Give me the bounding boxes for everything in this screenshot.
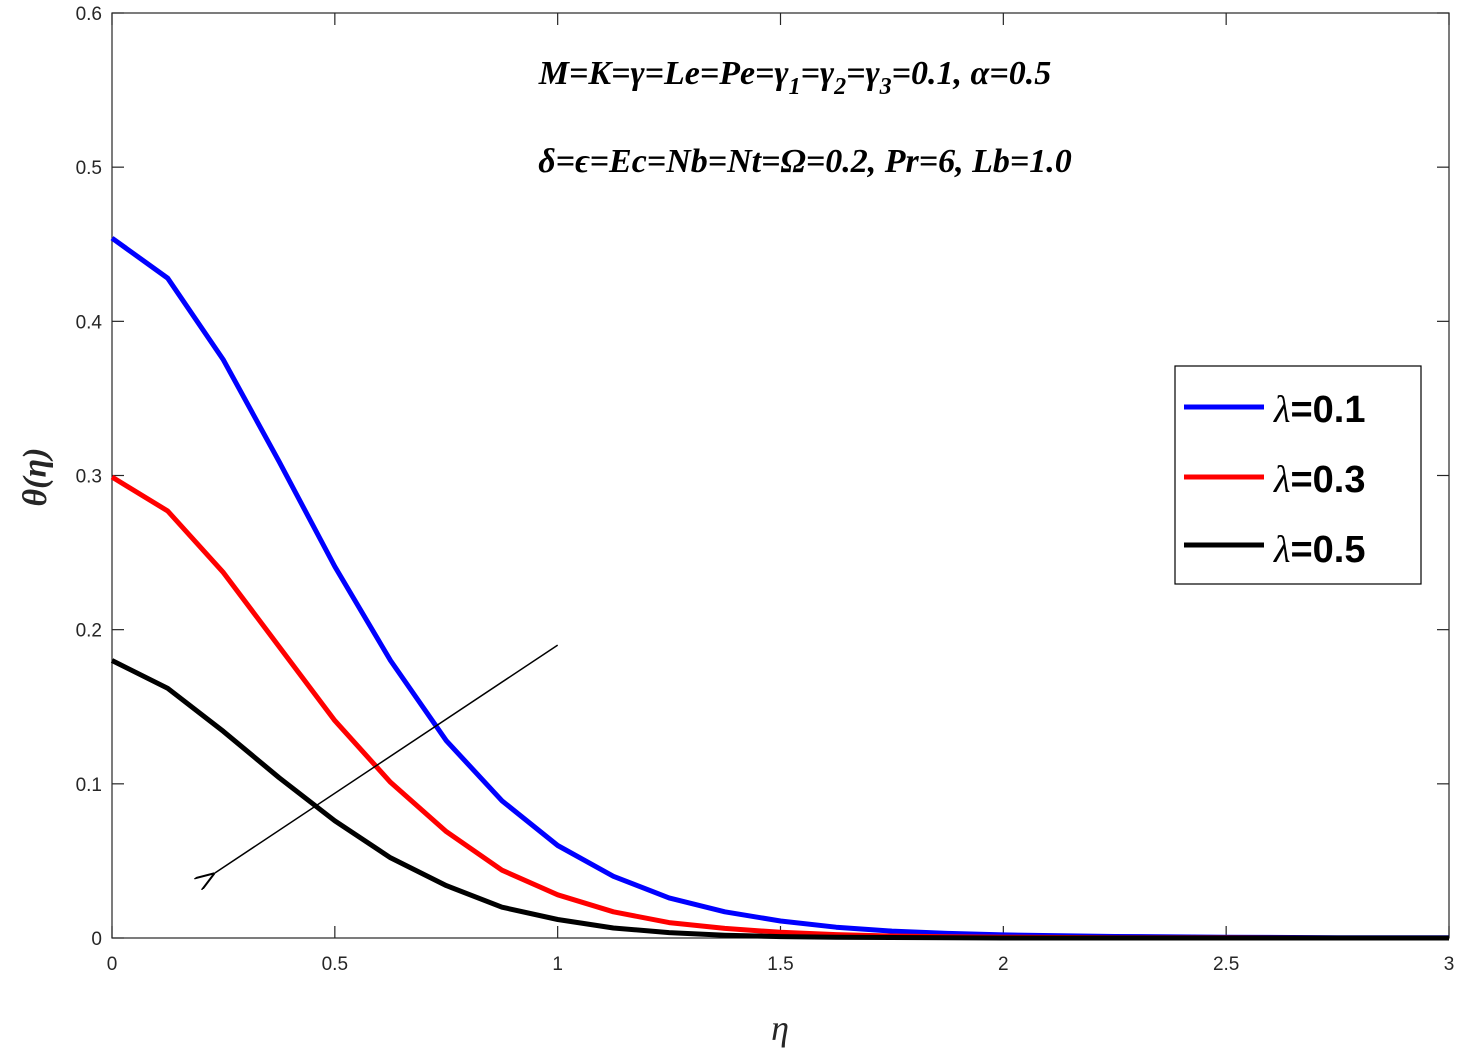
- trend-arrow: [215, 644, 559, 873]
- x-tick-label: 0: [107, 954, 118, 975]
- x-tick-label: 1: [552, 954, 563, 975]
- y-tick-label: 0.3: [76, 467, 102, 488]
- y-tick-label: 0.4: [76, 312, 103, 333]
- x-axis-label: η: [771, 1008, 789, 1048]
- x-tick-label: 0.5: [322, 954, 348, 975]
- legend: λ=0.1 λ=0.3 λ=0.5: [1174, 365, 1422, 585]
- y-tick-label: 0.1: [76, 775, 102, 796]
- series-line-2: [110, 658, 1449, 941]
- x-tick-label: 1.5: [767, 954, 793, 975]
- x-tick-label: 3: [1444, 954, 1455, 975]
- legend-label-1: λ=0.3: [1273, 459, 1366, 501]
- y-tick-labels: 0 0.1 0.2 0.3 0.4 0.5 0.6: [76, 4, 103, 950]
- x-tick-label: 2.5: [1213, 954, 1239, 975]
- y-tick-label: 0: [91, 929, 102, 950]
- y-tick-label: 0.5: [76, 158, 102, 179]
- x-tick-labels: 0 0.5 1 1.5 2 2.5 3: [107, 954, 1455, 975]
- y-tick-label: 0.6: [76, 4, 102, 25]
- legend-label-0: λ=0.1: [1273, 389, 1366, 431]
- annotation-line-2: δ=ϵ=Ec=Nb=Nt=Ω=0.2, Pr=6, Lb=1.0: [538, 143, 1072, 180]
- y-axis-label: θ(η): [17, 448, 54, 507]
- legend-label-2: λ=0.5: [1273, 529, 1366, 571]
- series-lines: [110, 236, 1450, 941]
- x-tick-label: 2: [998, 954, 1009, 975]
- y-tick-label: 0.2: [76, 621, 102, 642]
